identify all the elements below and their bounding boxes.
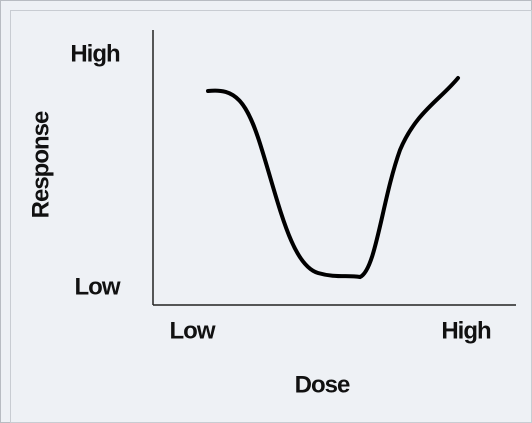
inner-panel <box>10 10 532 423</box>
y-tick-label: Low <box>75 273 121 300</box>
y-tick-label: High <box>70 40 120 67</box>
x-axis-label: Dose <box>295 371 350 398</box>
y-axis-label: Response <box>27 111 54 218</box>
response-curve <box>206 76 460 280</box>
x-tick-label: High <box>441 317 491 344</box>
x-tick-label: Low <box>170 317 216 344</box>
